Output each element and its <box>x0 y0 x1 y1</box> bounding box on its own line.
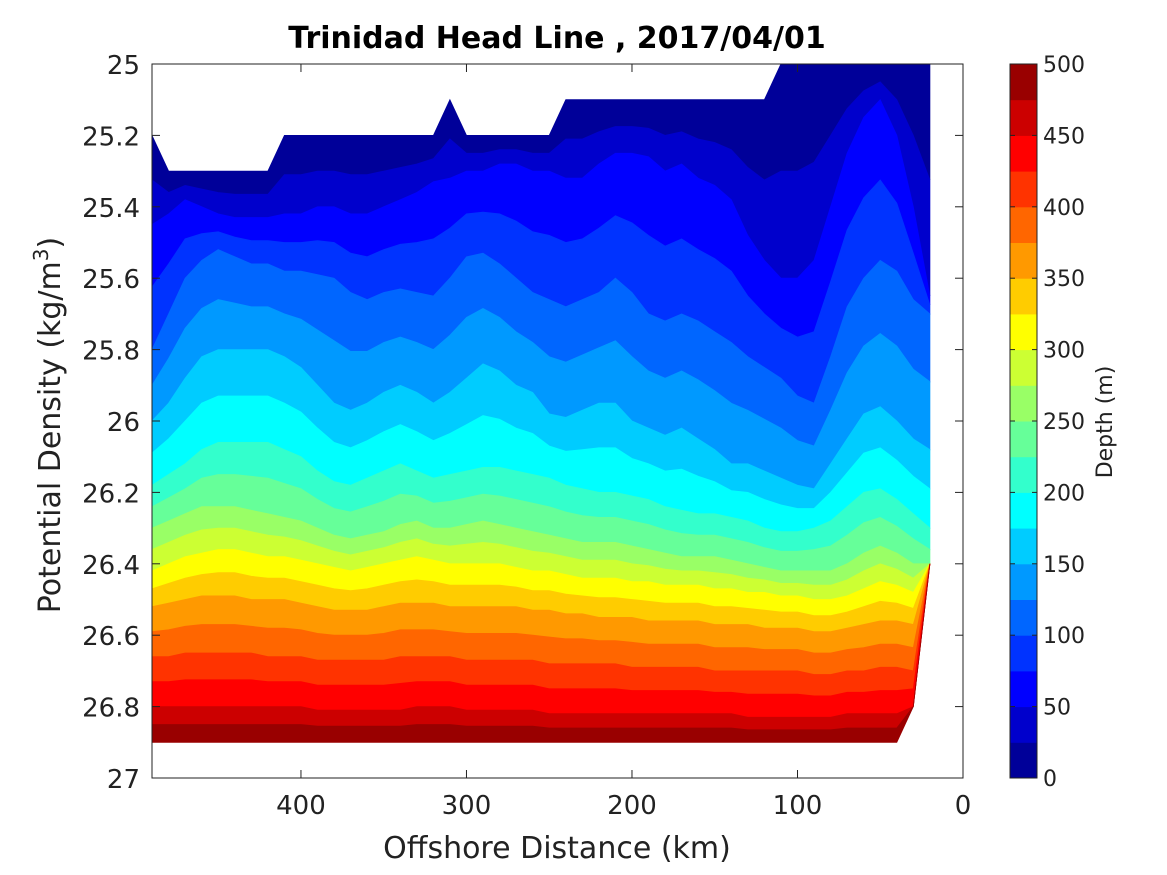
x-tick-label: 300 <box>442 791 492 821</box>
y-tick-label: 25.2 <box>82 122 140 152</box>
y-tick-label: 25.8 <box>82 337 140 367</box>
x-tick-label: 400 <box>276 791 326 821</box>
colorbar-segment <box>1010 421 1037 458</box>
y-tick-label: 27 <box>107 765 140 795</box>
colorbar-segment <box>1010 563 1037 600</box>
colorbar-segment <box>1010 171 1037 208</box>
colorbar-segment <box>1010 313 1037 351</box>
colorbar-tick-label: 150 <box>1043 553 1085 578</box>
y-tick-label: 25.6 <box>82 265 140 295</box>
contour-band <box>151 563 931 743</box>
colorbar-segment <box>1010 706 1037 743</box>
colorbar-segment <box>1010 492 1037 529</box>
colorbar-tick-label: 300 <box>1043 339 1085 364</box>
y-tick-label: 26.8 <box>82 694 140 724</box>
colorbar-segment <box>1010 278 1037 315</box>
x-axis-ticks: 400 300 200 100 0 <box>276 64 971 821</box>
colorbar-segment <box>1010 385 1037 422</box>
colorbar-segment <box>1010 635 1037 672</box>
colorbar-tick-label: 500 <box>1043 53 1085 78</box>
y-tick-label: 26 <box>107 408 140 438</box>
y-tick-label: 26.6 <box>82 622 140 652</box>
colorbar-segment <box>1010 456 1037 493</box>
colorbar-segment <box>1010 242 1037 279</box>
colorbar-segment <box>1010 135 1037 172</box>
colorbar-tick-label: 400 <box>1043 196 1085 221</box>
colorbar <box>1009 63 1038 779</box>
colorbar-segment <box>1010 599 1037 636</box>
x-tick-label: 0 <box>955 791 972 821</box>
colorbar-tick-label: 200 <box>1043 481 1085 506</box>
colorbar-tick-label: 50 <box>1043 696 1071 721</box>
colorbar-segment <box>1010 528 1037 565</box>
colorbar-segment <box>1010 742 1037 779</box>
colorbar-tick-label: 250 <box>1043 410 1085 435</box>
colorbar-label: Depth (m) <box>1093 366 1118 479</box>
y-tick-label: 26.4 <box>82 551 140 581</box>
y-tick-label: 25 <box>107 51 140 81</box>
colorbar-tick-label: 0 <box>1043 767 1057 792</box>
colorbar-segment <box>1010 64 1037 101</box>
colorbar-tick-label: 450 <box>1043 124 1085 149</box>
chart-title: Trinidad Head Line , 2017/04/01 <box>288 21 825 56</box>
contour-bands <box>151 63 931 743</box>
colorbar-segment <box>1010 99 1037 136</box>
y-tick-label: 25.4 <box>82 194 140 224</box>
y-axis-ticks: 25 25.2 25.4 25.6 25.8 26 26.2 26.4 26.6 26.8 27 <box>82 51 963 795</box>
y-axis-label: Potential Density (kg/m3) <box>29 237 68 613</box>
x-axis-label: Offshore Distance (km) <box>383 831 731 866</box>
colorbar-segment <box>1010 206 1037 243</box>
x-tick-label: 100 <box>773 791 823 821</box>
colorbar-tick-label: 100 <box>1043 624 1085 649</box>
colorbar-segment <box>1010 349 1037 386</box>
y-tick-label: 26.2 <box>82 479 140 509</box>
x-tick-label: 200 <box>607 791 657 821</box>
colorbar-tick-label: 350 <box>1043 267 1085 292</box>
colorbar-segment <box>1010 670 1037 708</box>
colorbar-ticks: 0 50 100 150 200 250 300 350 400 450 500 <box>1010 53 1085 792</box>
